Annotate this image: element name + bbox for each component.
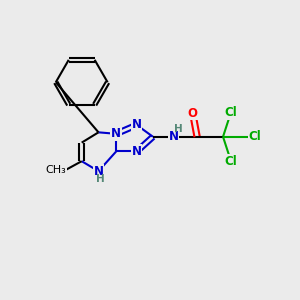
Text: N: N	[94, 165, 103, 178]
Text: Cl: Cl	[225, 106, 237, 119]
Text: N: N	[169, 130, 178, 143]
Text: H: H	[97, 174, 105, 184]
Text: Cl: Cl	[249, 130, 261, 143]
Text: Cl: Cl	[225, 155, 237, 168]
Text: CH₃: CH₃	[45, 165, 66, 175]
Text: N: N	[132, 118, 142, 131]
Text: N: N	[132, 145, 142, 158]
Text: H: H	[175, 124, 183, 134]
Text: O: O	[188, 107, 198, 120]
Text: N: N	[111, 127, 121, 140]
